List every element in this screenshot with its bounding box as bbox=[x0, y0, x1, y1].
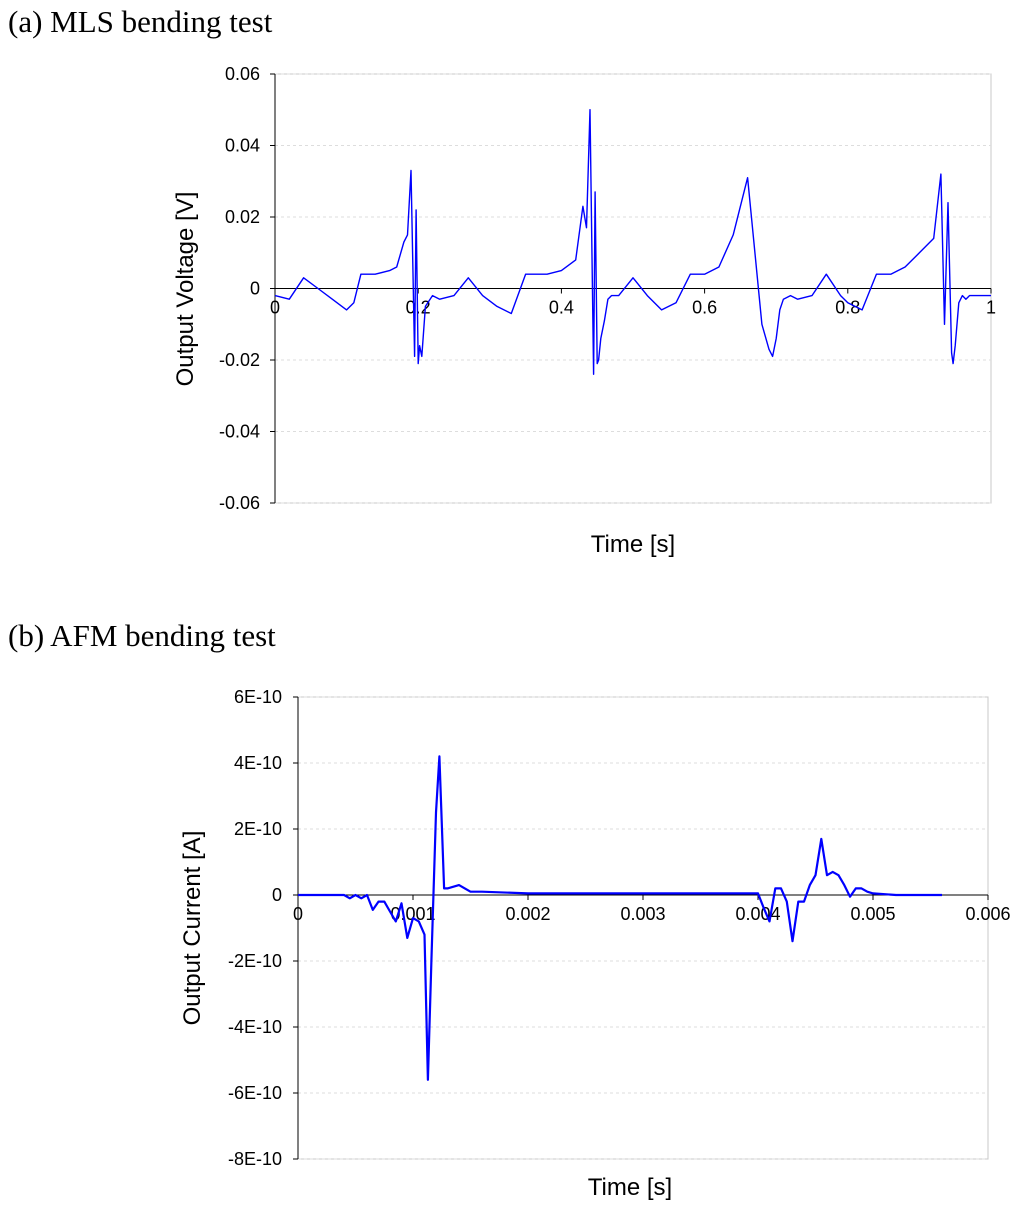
x-tick-label: 0 bbox=[270, 298, 280, 318]
panel-a-title: (a) MLS bending test bbox=[8, 4, 273, 39]
y-tick-label: -0.06 bbox=[219, 493, 260, 513]
y-axis-title: Output Voltage [V] bbox=[172, 192, 199, 387]
y-tick-label: 0.04 bbox=[225, 136, 260, 156]
x-tick-label: 0.8 bbox=[835, 298, 860, 318]
series-line bbox=[274, 108, 991, 375]
y-tick-label: 0 bbox=[250, 279, 260, 299]
x-tick-label: 1 bbox=[986, 298, 996, 318]
y-tick-label: 0.06 bbox=[225, 64, 260, 84]
panel-b-title: (b) AFM bending test bbox=[8, 618, 276, 653]
y-tick-label: 0.02 bbox=[225, 207, 260, 227]
x-tick-label: 0.6 bbox=[692, 298, 717, 318]
x-tick-label: 0.4 bbox=[549, 298, 574, 318]
x-axis-title: Time [s] bbox=[591, 531, 675, 558]
y-tick-label: -0.04 bbox=[219, 422, 260, 442]
y-tick-label: -0.02 bbox=[219, 350, 260, 370]
